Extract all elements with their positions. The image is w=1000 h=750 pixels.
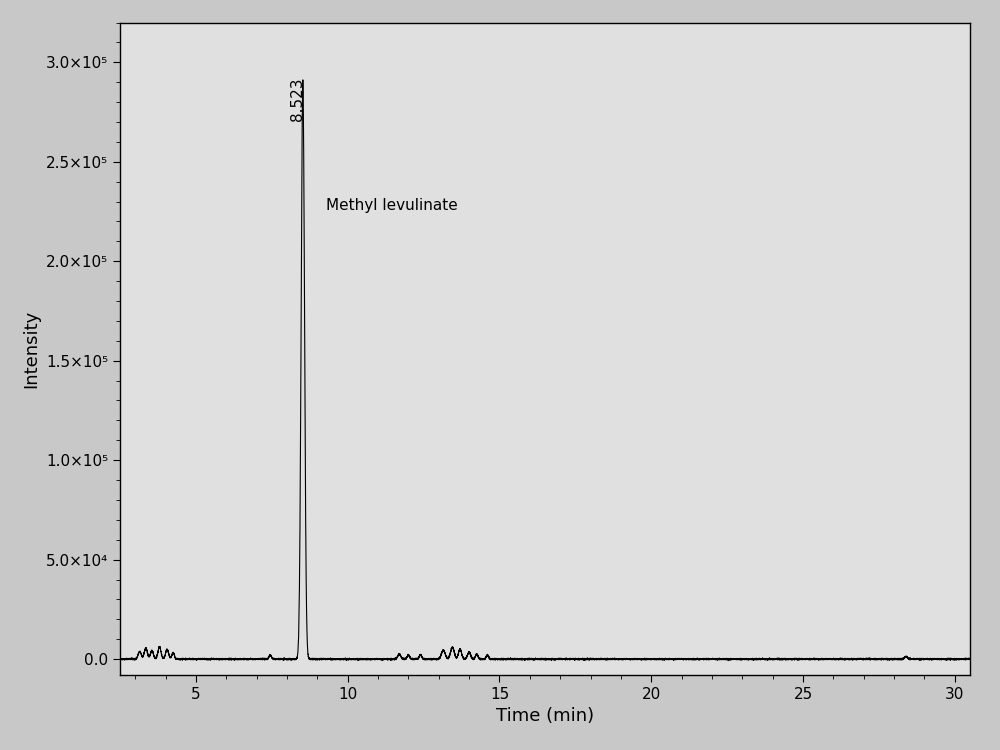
Y-axis label: Intensity: Intensity [22, 310, 40, 388]
Text: 8.523: 8.523 [290, 77, 305, 121]
Text: Methyl levulinate: Methyl levulinate [326, 198, 458, 213]
X-axis label: Time (min): Time (min) [496, 707, 594, 725]
